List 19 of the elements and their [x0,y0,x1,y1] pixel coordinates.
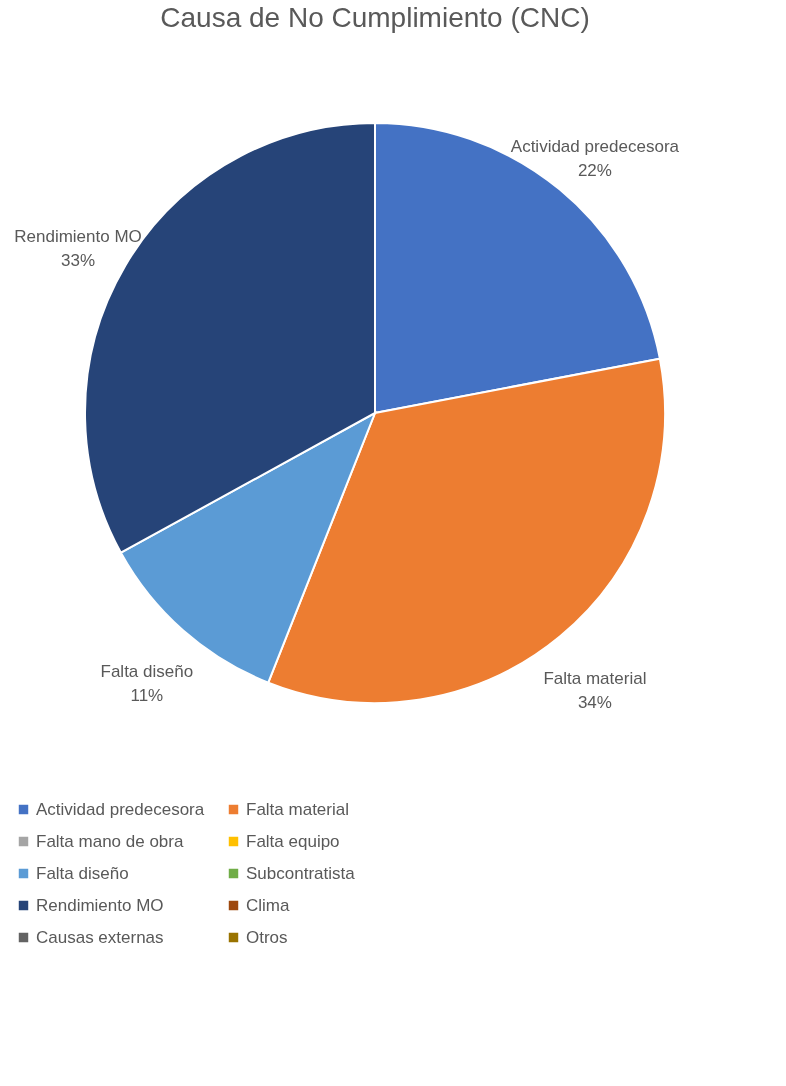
slice-label: Rendimiento MO [14,227,142,247]
slice-label: Falta diseño [100,661,194,681]
legend-label: Clima [246,895,290,915]
slice-label: Falta material [543,668,647,688]
legend-label: Otros [246,927,288,947]
data-label: 22% [577,161,612,181]
data-label: 33% [61,251,96,271]
legend-label: Falta material [246,799,349,819]
data-label: 34% [577,692,612,712]
slice-label: Actividad predecesora [510,137,680,157]
legend-label: Subcontratista [246,863,356,883]
data-label: 11% [130,685,164,705]
chart-title: Causa de No Cumplimiento (CNC) [160,2,590,33]
legend-label: Falta equipo [246,831,340,851]
legend-label: Causas externas [36,927,164,947]
legend-label: Falta mano de obra [36,831,184,851]
legend-label: Falta diseño [36,863,129,883]
legend-label: Rendimiento MO [36,895,164,915]
legend-label: Actividad predecesora [36,799,205,819]
